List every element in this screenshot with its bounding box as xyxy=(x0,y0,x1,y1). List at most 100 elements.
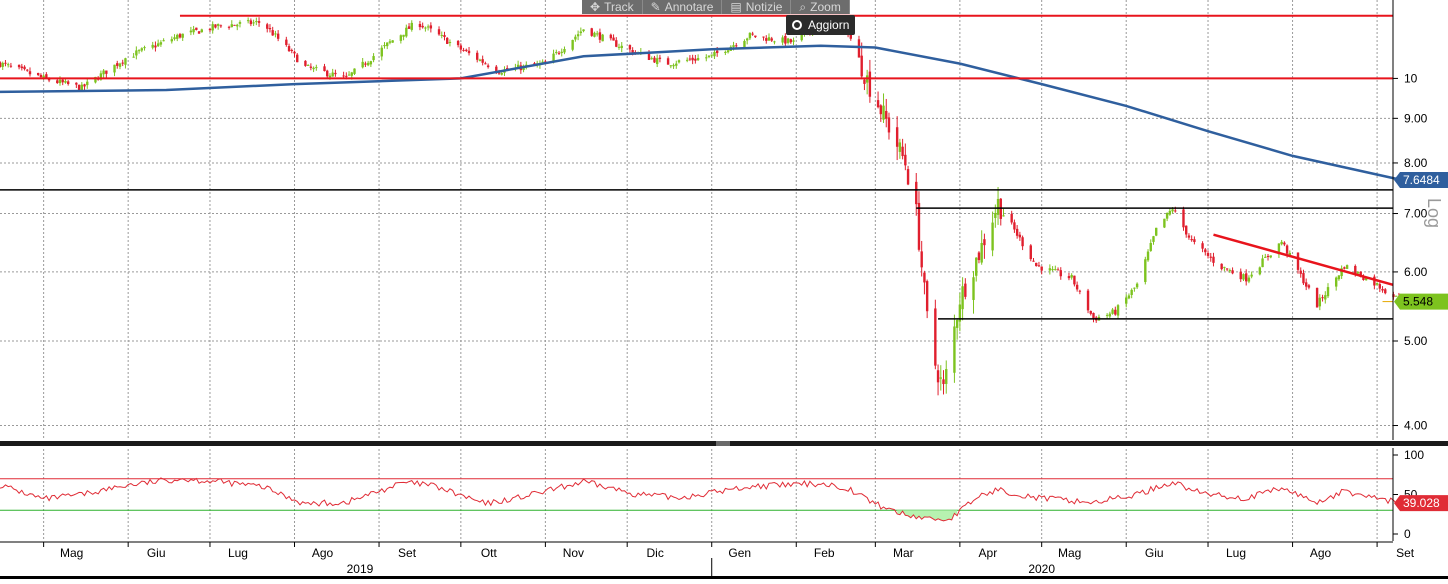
candle-body xyxy=(574,36,577,40)
candle-body xyxy=(1171,209,1174,212)
candle xyxy=(388,39,392,45)
annotate-button[interactable]: ✎ Annotare xyxy=(643,0,723,14)
candle-body xyxy=(181,33,184,38)
candle-body xyxy=(77,84,81,91)
log-scale-label: Log xyxy=(1424,198,1444,228)
candle xyxy=(1247,275,1251,284)
month-label: Lug xyxy=(1226,546,1246,560)
candle-body xyxy=(1,62,4,67)
candle-body xyxy=(80,84,84,92)
candle-body xyxy=(792,40,795,42)
candle xyxy=(1212,252,1215,267)
zoom-button[interactable]: ⌕ Zoom xyxy=(791,0,850,14)
candle xyxy=(991,211,994,257)
candle xyxy=(287,43,291,53)
candle-body xyxy=(1108,313,1112,317)
candle-body xyxy=(28,71,32,75)
candle xyxy=(372,53,375,63)
candle-body xyxy=(857,39,861,58)
candle xyxy=(1078,289,1082,295)
candle xyxy=(1307,283,1311,290)
candle-body xyxy=(437,29,441,35)
candle xyxy=(159,40,163,47)
news-icon: ▤ xyxy=(730,0,742,14)
candle-body xyxy=(1040,266,1043,271)
candle-body xyxy=(1163,218,1166,228)
candle xyxy=(1231,267,1234,275)
candle-body xyxy=(945,369,948,384)
candle-body xyxy=(17,64,21,68)
candle-body xyxy=(462,49,465,51)
candles xyxy=(0,17,1403,396)
candle xyxy=(121,59,124,67)
candle xyxy=(961,277,964,321)
candle-body xyxy=(459,45,463,50)
candle-body xyxy=(140,48,143,51)
candle-body xyxy=(500,73,503,75)
pencil-icon: ✎ xyxy=(650,0,661,14)
candle-body xyxy=(653,57,656,63)
refresh-button[interactable]: Aggiorn xyxy=(786,15,856,35)
track-label: Track xyxy=(604,0,634,14)
candle xyxy=(1375,282,1379,286)
candle-body xyxy=(1054,269,1057,271)
last-price-tag: 5.548 xyxy=(1394,293,1448,310)
candle xyxy=(1228,268,1232,273)
candle-body xyxy=(285,39,288,45)
track-button[interactable]: ✥ Track xyxy=(582,0,643,14)
candle xyxy=(1048,264,1052,275)
candle xyxy=(555,49,558,55)
candle xyxy=(233,24,236,26)
candle xyxy=(786,37,790,45)
candle-body xyxy=(257,21,261,23)
candle xyxy=(1015,225,1019,239)
candle xyxy=(934,299,937,370)
candle xyxy=(369,60,373,67)
candle-body xyxy=(424,27,427,29)
candle xyxy=(628,44,632,54)
candle xyxy=(1381,286,1384,293)
last-price-tag-box xyxy=(1394,293,1448,310)
candle-body xyxy=(898,142,902,152)
crosshair-icon: ✥ xyxy=(590,0,601,14)
candle xyxy=(863,79,866,91)
candle-body xyxy=(1302,273,1305,284)
candle xyxy=(23,65,26,71)
candle-body xyxy=(666,58,670,65)
candle xyxy=(1163,218,1166,229)
candle xyxy=(936,364,940,396)
candle-body xyxy=(353,68,356,74)
candle-body xyxy=(39,74,43,78)
candle-body xyxy=(249,20,253,25)
candle xyxy=(1225,268,1229,272)
candle-body xyxy=(713,51,716,57)
candle-body xyxy=(421,25,424,28)
candle-body xyxy=(1277,243,1281,255)
candle xyxy=(255,17,258,26)
candle xyxy=(1242,273,1245,281)
candle-body xyxy=(691,57,694,61)
month-label: Set xyxy=(1396,546,1415,560)
candle xyxy=(1130,288,1133,299)
candle xyxy=(102,68,105,78)
candle-body xyxy=(20,66,24,69)
candle xyxy=(895,116,899,161)
candle xyxy=(399,34,403,44)
candle-body xyxy=(1078,290,1082,292)
candle xyxy=(236,23,239,31)
year-label: 2020 xyxy=(1028,562,1055,576)
candle xyxy=(1002,208,1005,217)
candle xyxy=(105,70,108,78)
candle xyxy=(296,53,299,63)
candle xyxy=(315,64,318,71)
panel-resize-handle xyxy=(716,441,730,446)
candle xyxy=(770,36,773,42)
candle-body xyxy=(407,26,411,29)
candle-body xyxy=(1212,256,1215,263)
candle-body xyxy=(1125,297,1128,304)
candle xyxy=(765,35,768,44)
candle-body xyxy=(189,30,193,33)
news-button[interactable]: ▤ Notizie xyxy=(722,0,792,14)
